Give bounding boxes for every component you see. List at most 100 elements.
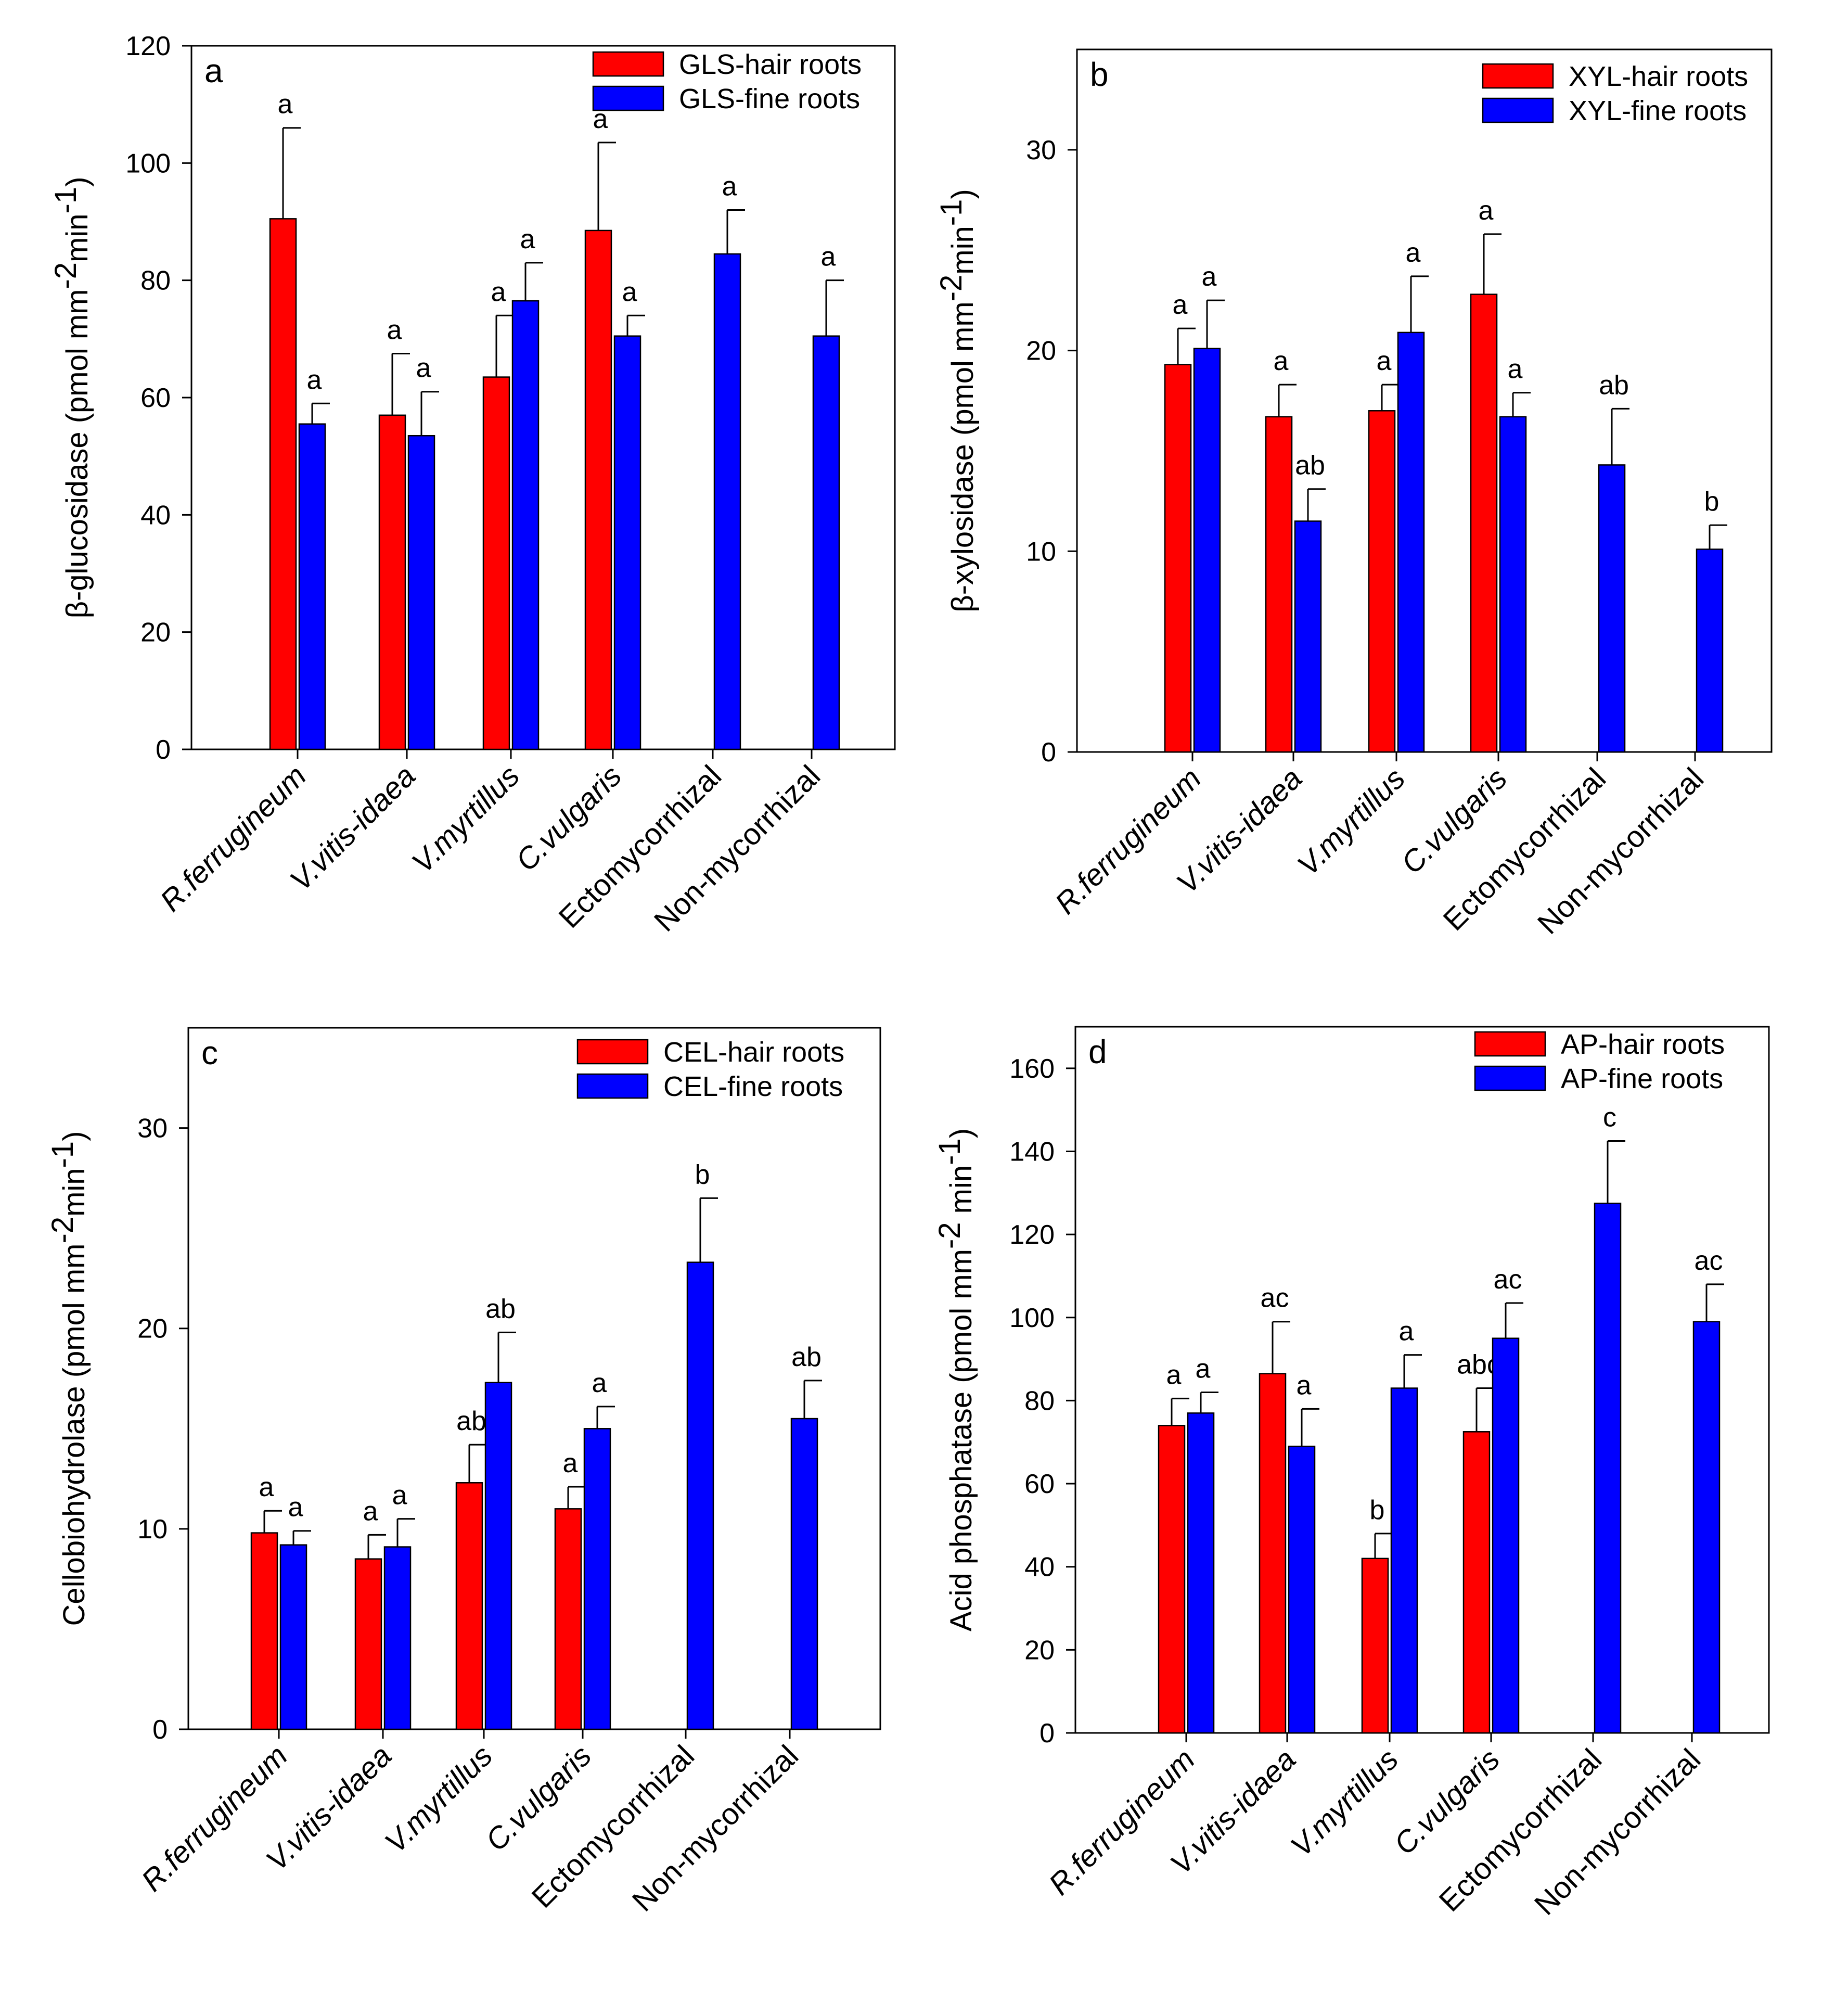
y-tick-label: 20 (137, 1314, 168, 1344)
legend-swatch (1474, 1031, 1546, 1057)
panel-b: 0102030R.ferrugineumV.vitis-idaeaV.myrti… (934, 48, 1773, 941)
category-label: Non-mycorrhizal (648, 759, 827, 938)
significance-letter: a (1202, 262, 1217, 292)
y-tick-label: 100 (1009, 1303, 1055, 1333)
y-tick-label: 80 (140, 266, 171, 296)
bar-hair (1462, 1431, 1491, 1734)
bar-fine (279, 1544, 307, 1730)
significance-letter: a (722, 171, 737, 201)
legend-label: CEL-hair roots (663, 1037, 844, 1068)
bar-fine (613, 335, 641, 750)
y-axis-title-part: β-xylosidase (pmol mm (946, 301, 980, 612)
significance-letter: a (1166, 1360, 1182, 1390)
significance-letter: b (1704, 487, 1719, 517)
significance-letter: a (278, 90, 293, 120)
bar-hair (250, 1532, 278, 1730)
category-label: Non-mycorrhizal (1531, 761, 1711, 941)
y-tick-label: 20 (1026, 336, 1056, 366)
y-tick-label: 20 (1024, 1635, 1055, 1665)
y-axis-title-part: Cellobiohydrolase (pmol mm (57, 1244, 91, 1626)
significance-letter: a (259, 1472, 274, 1502)
bar-hair (269, 218, 297, 750)
y-axis-title-part: Acid phosphatase (pmol mm (944, 1249, 978, 1631)
bar-fine (298, 423, 326, 750)
significance-letter: a (1196, 1354, 1211, 1384)
significance-letter: ab (1599, 370, 1629, 400)
significance-letter: ab (1295, 451, 1325, 481)
significance-letter: a (363, 1496, 378, 1526)
significance-letter: a (1274, 346, 1289, 376)
category-label: V.myrtillus (1291, 761, 1411, 882)
bar-fine (1692, 1321, 1721, 1734)
bar-fine (1187, 1412, 1215, 1734)
bar-fine (1390, 1387, 1418, 1734)
y-tick-label: 10 (137, 1514, 168, 1545)
y-tick-label: 60 (140, 383, 171, 413)
significance-letter: a (307, 365, 322, 395)
y-tick-label: 60 (1024, 1469, 1055, 1499)
y-axis-title-part: ) (944, 1128, 978, 1138)
significance-letter: a (1173, 290, 1188, 320)
legend-label: AP-fine roots (1561, 1063, 1723, 1094)
significance-letter: a (821, 242, 836, 272)
y-axis-title-part: -2 (46, 1217, 80, 1244)
significance-letter: a (622, 277, 637, 307)
significance-letter: c (1603, 1103, 1616, 1133)
bar-fine (1499, 416, 1527, 753)
y-tick-label: 20 (140, 618, 171, 648)
significance-letter: a (520, 224, 535, 254)
significance-letter: a (387, 315, 402, 346)
y-axis-title-part: -2 (933, 1222, 967, 1249)
significance-letter: a (1406, 238, 1421, 268)
significance-letter: a (592, 1368, 607, 1398)
legend-label: CEL-fine roots (663, 1071, 843, 1102)
category-label: R.ferrugineum (135, 1739, 294, 1898)
bar-hair (1368, 410, 1396, 753)
bar-fine (686, 1261, 714, 1730)
bar-fine (1288, 1445, 1316, 1734)
bar-fine (812, 335, 840, 750)
bar-hair (1265, 416, 1293, 753)
y-tick-label: 30 (137, 1114, 168, 1144)
y-axis-title: Cellobiohydrolase (pmol mm-2min-1) (46, 1131, 91, 1626)
significance-letter: a (1399, 1317, 1414, 1347)
y-tick-label: 40 (1024, 1552, 1055, 1583)
y-tick-label: 100 (125, 148, 171, 178)
significance-letter: ac (1494, 1265, 1522, 1295)
y-tick-label: 80 (1024, 1386, 1055, 1416)
bar-fine (407, 435, 435, 750)
category-label: R.ferrugineum (1042, 1742, 1201, 1902)
significance-letter: a (1377, 346, 1392, 376)
y-axis-title-part: ) (946, 189, 980, 199)
y-axis-title-part: -1 (933, 1138, 967, 1165)
bar-fine (1492, 1337, 1520, 1734)
significance-letter: a (288, 1492, 303, 1523)
y-axis-title-part: -2 (934, 275, 968, 302)
y-axis-title-part: -1 (46, 1141, 80, 1168)
legend-swatch (1482, 63, 1554, 89)
significance-letter: ac (1695, 1246, 1723, 1276)
plot-frame (190, 45, 896, 750)
bar-hair (554, 1508, 582, 1730)
legend-label: XYL-hair roots (1569, 61, 1748, 92)
y-tick-label: 0 (1040, 1718, 1055, 1749)
category-label: V.myrtillus (378, 1739, 499, 1859)
y-axis-title-part: -1 (49, 187, 83, 214)
significance-letter: b (1370, 1495, 1385, 1525)
y-axis-title: β-glucosidase (pmol mm-2min-1) (49, 177, 94, 619)
legend-label: AP-hair roots (1561, 1029, 1725, 1060)
significance-letter: ab (456, 1406, 486, 1436)
y-axis-title-part: min (57, 1168, 91, 1216)
y-tick-label: 30 (1026, 135, 1056, 165)
significance-letter: ac (1261, 1283, 1289, 1313)
bar-hair (1158, 1425, 1186, 1734)
y-axis-title-part: min (944, 1165, 978, 1222)
panel-letter: a (204, 52, 223, 90)
y-tick-label: 40 (140, 500, 171, 530)
panel-c: 0102030R.ferrugineumV.vitis-idaeaV.myrti… (46, 1027, 881, 1918)
significance-letter: a (1479, 196, 1494, 226)
bar-hair (1164, 364, 1192, 753)
bar-fine (383, 1546, 412, 1730)
plot-frame (1074, 1026, 1770, 1734)
